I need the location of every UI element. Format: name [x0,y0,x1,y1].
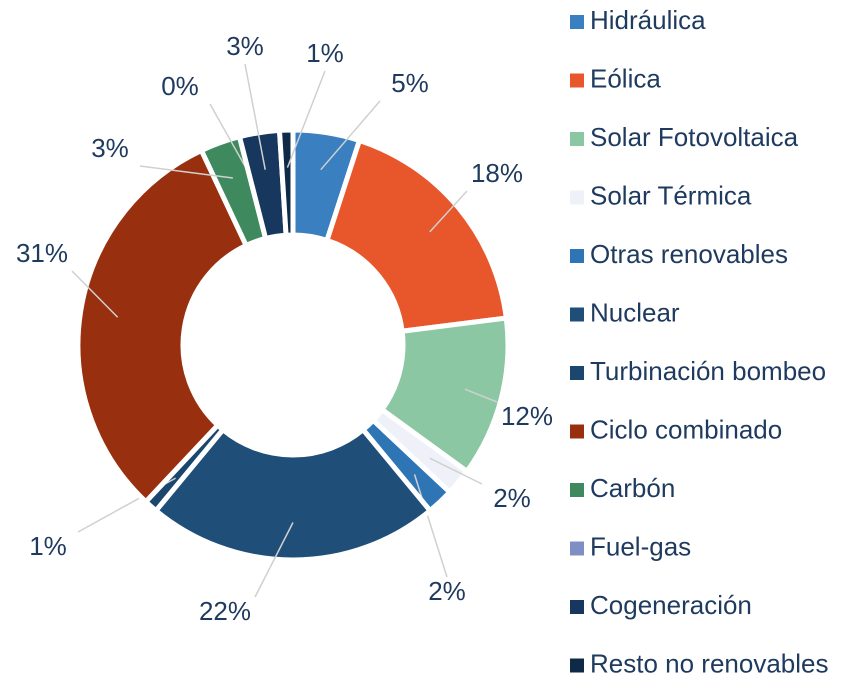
data-label: 2% [428,576,466,606]
legend-label: Resto no renovables [590,648,828,677]
legend-label: Hidráulica [590,5,706,35]
legend-swatch [570,249,584,263]
legend-swatch [570,483,584,497]
slice [323,137,510,335]
slice [276,127,296,238]
legend-label: Carbón [590,473,675,503]
leader-line [209,103,250,174]
legend-swatch [570,15,584,29]
legend-swatch [570,366,584,380]
data-label: 31% [16,238,68,268]
legend-label: Otras renovables [590,239,788,269]
data-label: 1% [29,531,67,561]
legend-label: Cogeneración [590,590,752,620]
data-label: 12% [501,401,553,431]
data-label: 0% [161,71,199,101]
leader-line [71,270,119,318]
legend-label: Turbinación bombeo [590,356,826,386]
data-label: 5% [391,68,429,98]
data-label: 2% [493,483,531,513]
legend-swatch [570,600,584,614]
leader-line [464,388,498,403]
leader-line [254,522,294,598]
legend-label: Solar Fotovoltaica [590,122,799,152]
legend-swatch [570,132,584,146]
data-label: 1% [306,38,344,68]
slice [75,147,250,506]
data-label: 3% [91,133,129,163]
data-label: 22% [199,596,251,626]
leader-line [320,100,381,171]
leader-line [244,63,266,170]
leader-line [429,190,468,233]
legend-swatch [570,424,584,439]
legend-label: Fuel-gas [590,531,691,561]
slice [152,426,434,563]
legend-label: Eólica [590,63,661,93]
leader-line [413,474,448,578]
legend-label: Nuclear [590,297,680,327]
legend-swatch [570,307,584,322]
legend-swatch [570,541,584,556]
legend-swatch [570,73,584,88]
leader-line [139,165,233,179]
data-label: 18% [471,158,523,188]
leader-line [429,457,483,485]
data-label: 3% [226,31,264,61]
legend-label: Solar Térmica [590,180,752,210]
legend-swatch [570,190,584,205]
legend-label: Ciclo combinado [590,414,782,444]
leader-line [286,70,326,168]
legend-swatch [570,658,584,673]
